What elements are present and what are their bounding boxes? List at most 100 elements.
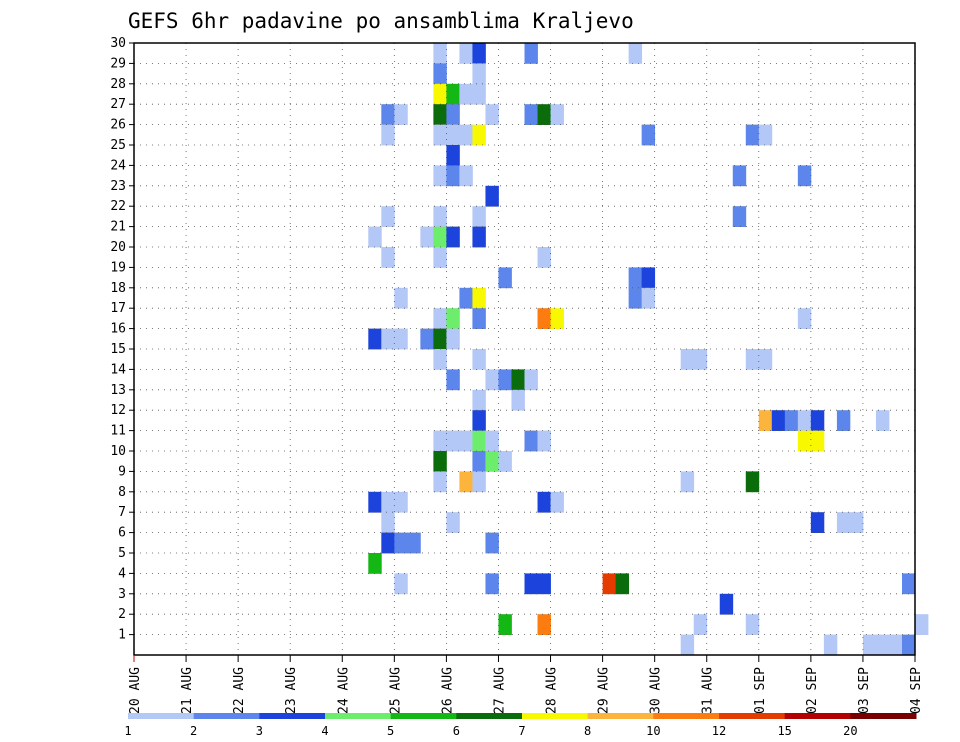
heatmap-cell (472, 226, 486, 248)
heatmap-cell (498, 369, 512, 391)
heatmap-cell (420, 328, 434, 350)
x-tick-label: 04 SEP (909, 667, 924, 714)
heatmap-cell (381, 247, 395, 268)
heatmap-cell (915, 614, 929, 635)
heatmap-cell (745, 614, 760, 635)
heatmap-cell (433, 247, 447, 268)
y-tick-label: 15 (110, 342, 126, 357)
colorbar-label: 6 (453, 724, 460, 738)
heatmap-cell (732, 165, 747, 187)
x-tick-label: 26 AUG (440, 667, 455, 714)
heatmap-cell (485, 369, 499, 391)
y-tick-label: 9 (118, 464, 126, 479)
colorbar-swatch (850, 713, 917, 719)
heatmap-cell (394, 532, 408, 554)
y-tick-label: 3 (118, 587, 126, 602)
colorbar-swatch (719, 713, 786, 719)
heatmap-cell (433, 471, 447, 493)
heatmap-cell (784, 410, 799, 431)
colorbar-swatch (587, 713, 654, 719)
heatmap-cell (875, 634, 890, 656)
heatmap-cell (381, 104, 395, 125)
heatmap-cell (381, 532, 395, 554)
heatmap-cell (472, 83, 486, 105)
heatmap-cell (368, 226, 382, 248)
heatmap-cell (537, 573, 551, 595)
y-tick-label: 20 (110, 240, 126, 255)
heatmap-cell (849, 512, 864, 533)
heatmap-cell (394, 573, 408, 595)
colorbar-swatch (390, 713, 457, 719)
heatmap-cell (459, 471, 473, 493)
heatmap-cell (446, 430, 460, 452)
heatmap-cell (641, 267, 656, 289)
heatmap-cell (537, 614, 551, 635)
x-tick-label: 24 AUG (336, 667, 351, 714)
heatmap-cell (693, 614, 708, 635)
y-tick-label: 1 (118, 628, 126, 643)
colorbar-label: 7 (518, 724, 525, 738)
heatmap-cell (537, 104, 551, 125)
heatmap-cell (550, 104, 564, 125)
y-tick-label: 29 (110, 56, 126, 71)
heatmap-cell (459, 165, 473, 187)
heatmap-cell (732, 206, 747, 227)
heatmap-cell (381, 512, 395, 533)
heatmap-cell (745, 471, 760, 493)
heatmap-cell (537, 308, 551, 329)
heatmap-cell (446, 512, 460, 533)
heatmap-cell (797, 410, 812, 431)
heatmap-cell (810, 512, 825, 533)
heatmap-cell (797, 430, 812, 452)
x-tick-label: 21 AUG (180, 667, 195, 714)
colorbar-swatch (259, 713, 326, 719)
heatmap-cell (498, 267, 512, 289)
heatmap-cell (472, 43, 486, 64)
heatmap-cell (485, 451, 499, 472)
heatmap-cell (446, 369, 460, 391)
heatmap-cell (394, 491, 408, 513)
colorbar-swatch (653, 713, 720, 719)
heatmap-cell (420, 226, 434, 248)
heatmap-cell (394, 328, 408, 350)
heatmap-cell (888, 634, 903, 656)
y-tick-label: 5 (118, 546, 126, 561)
colorbar-swatch (325, 713, 392, 719)
colorbar-swatch (784, 713, 851, 719)
heatmap-cell (524, 43, 538, 64)
heatmap-cell (680, 471, 695, 493)
heatmap-cell (472, 63, 486, 85)
heatmap-cell (771, 410, 786, 431)
heatmap-cell (797, 165, 812, 187)
heatmap-cell (381, 328, 395, 350)
heatmap-cell (550, 491, 564, 513)
y-tick-label: 23 (110, 179, 126, 194)
heatmap-cell (381, 206, 395, 227)
colorbar-label: 12 (712, 724, 726, 738)
heatmap-cell (433, 165, 447, 187)
heatmap-cell (381, 491, 395, 513)
y-tick-label: 14 (110, 362, 126, 377)
colorbar-swatch (128, 713, 195, 719)
colorbar-swatch (456, 713, 523, 719)
heatmap-cell (433, 63, 447, 85)
heatmap-cell (446, 328, 460, 350)
chart-title: GEFS 6hr padavine po ansamblima Kraljevo (128, 9, 634, 33)
heatmap-cell (472, 451, 486, 472)
heatmap-cell (459, 287, 473, 309)
heatmap-cell (446, 165, 460, 187)
y-tick-label: 18 (110, 281, 126, 296)
heatmap-cell (758, 349, 773, 370)
y-tick-label: 7 (118, 505, 126, 520)
y-tick-label: 6 (118, 526, 126, 541)
heatmap-cell (719, 593, 734, 615)
y-tick-label: 25 (110, 138, 126, 153)
heatmap-cell (433, 308, 447, 329)
x-tick-label: 22 AUG (232, 667, 247, 714)
heatmap-cell (758, 124, 773, 146)
heatmap-cell (433, 104, 447, 125)
heatmap-cell (875, 410, 890, 431)
heatmap-cell (407, 532, 421, 554)
heatmap-cell (433, 226, 447, 248)
